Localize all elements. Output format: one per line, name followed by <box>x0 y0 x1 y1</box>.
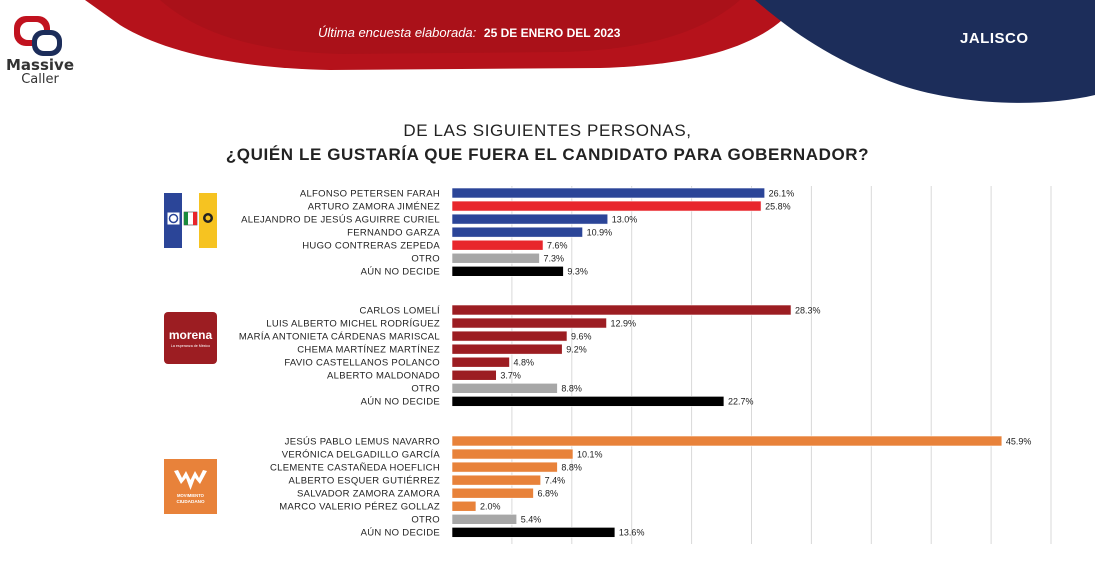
value-label: 6.8% <box>537 489 558 499</box>
candidate-label: AÚN NO DECIDE <box>361 267 440 278</box>
candidate-label: SALVADOR ZAMORA ZAMORA <box>297 489 440 500</box>
candidate-label: CARLOS LOMELÍ <box>360 305 441 316</box>
value-label: 7.4% <box>545 475 566 485</box>
candidate-label: VERÓNICA DELGADILLO GARCÍA <box>282 449 441 460</box>
mc-logo-name-line2: CIUDADANO <box>176 499 204 504</box>
candidate-label: OTRO <box>411 254 440 265</box>
survey-date: Última encuesta elaborada: 25 DE ENERO D… <box>318 25 620 40</box>
candidate-bar <box>451 513 517 525</box>
survey-date-prefix: Última encuesta elaborada: <box>318 25 477 40</box>
survey-date-value: 25 DE ENERO DEL 2023 <box>483 26 621 40</box>
value-label: 8.8% <box>561 462 582 472</box>
candidate-bar <box>451 448 574 460</box>
candidate-bar <box>451 226 583 238</box>
candidate-bar <box>451 304 792 316</box>
value-label: 13.0% <box>612 214 638 224</box>
candidate-bar <box>451 461 558 473</box>
candidate-bar <box>451 200 762 212</box>
brand-name-line2: Caller <box>21 72 59 87</box>
candidate-bar <box>451 435 1003 447</box>
candidate-label: OTRO <box>411 384 440 395</box>
candidate-bar <box>451 396 725 407</box>
candidate-label: MARÍA ANTONIETA CÁRDENAS MARISCAL <box>239 331 440 342</box>
candidate-label: ALFONSO PETERSEN FARAH <box>300 188 440 199</box>
candidate-label: MARCO VALERIO PÉREZ GOLLAZ <box>279 502 440 513</box>
morena-logo: morena La esperanza de México <box>164 312 217 364</box>
value-label: 28.3% <box>795 305 821 315</box>
value-label: 5.4% <box>521 515 542 525</box>
brand-name-line1: Massive <box>6 56 74 74</box>
candidate-bar <box>451 187 765 199</box>
value-label: 7.6% <box>547 241 568 251</box>
candidate-bar <box>451 487 534 499</box>
candidate-bar <box>451 356 510 368</box>
candidate-bar <box>451 265 564 277</box>
question-line1: DE LAS SIGUIENTES PERSONAS, <box>403 121 692 140</box>
value-label: 12.9% <box>611 318 637 328</box>
eagle-icon <box>174 470 207 490</box>
value-label: 9.6% <box>571 331 592 341</box>
candidate-bar <box>451 369 497 381</box>
value-label: 45.9% <box>1006 436 1032 446</box>
speech-bubbles-icon <box>14 16 62 56</box>
candidate-bar <box>451 239 544 251</box>
movimiento-ciudadano-logo: MOVIMIENTO CIUDADANO <box>164 459 217 514</box>
value-label: 3.7% <box>500 371 521 381</box>
candidate-label: FAVIO CASTELLANOS POLANCO <box>284 358 440 369</box>
candidate-label: ALEJANDRO DE JESÚS AGUIRRE CURIEL <box>241 214 440 225</box>
candidate-label: AÚN NO DECIDE <box>361 397 440 408</box>
question-line2: ¿QUIÉN LE GUSTARÍA QUE FUERA EL CANDIDAT… <box>225 145 870 164</box>
value-label: 10.1% <box>577 449 603 459</box>
candidate-label: ALBERTO MALDONADO <box>327 371 440 382</box>
candidate-bar <box>451 527 616 538</box>
value-label: 9.2% <box>566 344 587 354</box>
value-label: 7.3% <box>543 254 564 264</box>
chart-bars: ALFONSO PETERSEN FARAH 26.1% ARTURO ZAMORA… <box>239 187 1032 539</box>
candidate-bar <box>451 330 568 342</box>
candidate-label: OTRO <box>411 515 440 526</box>
candidate-label: ARTURO ZAMORA JIMÉNEZ <box>308 201 440 212</box>
value-label: 26.1% <box>769 188 795 198</box>
value-label: 9.3% <box>567 267 588 277</box>
value-label: 25.8% <box>765 201 791 211</box>
candidate-bar <box>451 343 563 355</box>
value-label: 10.9% <box>587 227 613 237</box>
candidate-bar <box>451 474 541 486</box>
massive-caller-logo <box>6 14 76 92</box>
morena-logo-name: morena <box>169 328 213 342</box>
candidate-label: CLEMENTE CASTAÑEDA HOEFLICH <box>270 462 440 473</box>
candidate-label: FERNANDO GARZA <box>347 227 440 238</box>
value-label: 8.8% <box>561 384 582 394</box>
chart-grid <box>511 186 1052 544</box>
pan-pri-prd-logo <box>164 193 217 248</box>
value-label: 22.7% <box>728 397 754 407</box>
candidate-label: LUIS ALBERTO MICHEL RODRÍGUEZ <box>266 318 440 329</box>
state-label: JALISCO <box>960 30 1029 47</box>
mc-logo-name: MOVIMIENTO <box>177 493 205 498</box>
candidate-label: AÚN NO DECIDE <box>361 528 440 539</box>
candidate-bar <box>451 500 477 512</box>
candidate-label: HUGO CONTRERAS ZEPEDA <box>302 241 440 252</box>
value-label: 4.8% <box>514 358 535 368</box>
candidate-bar <box>451 252 540 264</box>
morena-logo-tagline: La esperanza de México <box>171 344 210 348</box>
value-label: 2.0% <box>480 502 501 512</box>
candidate-label: CHEMA MARTÍNEZ MARTÍNEZ <box>297 344 440 355</box>
value-label: 13.6% <box>619 528 645 538</box>
candidate-bar <box>451 213 609 225</box>
candidate-bar <box>451 317 607 329</box>
candidate-label: JESÚS PABLO LEMUS NAVARRO <box>285 436 440 447</box>
candidate-bar <box>451 382 558 394</box>
candidate-label: ALBERTO ESQUER GUTIÉRREZ <box>289 475 441 486</box>
header-banner <box>85 0 1095 103</box>
